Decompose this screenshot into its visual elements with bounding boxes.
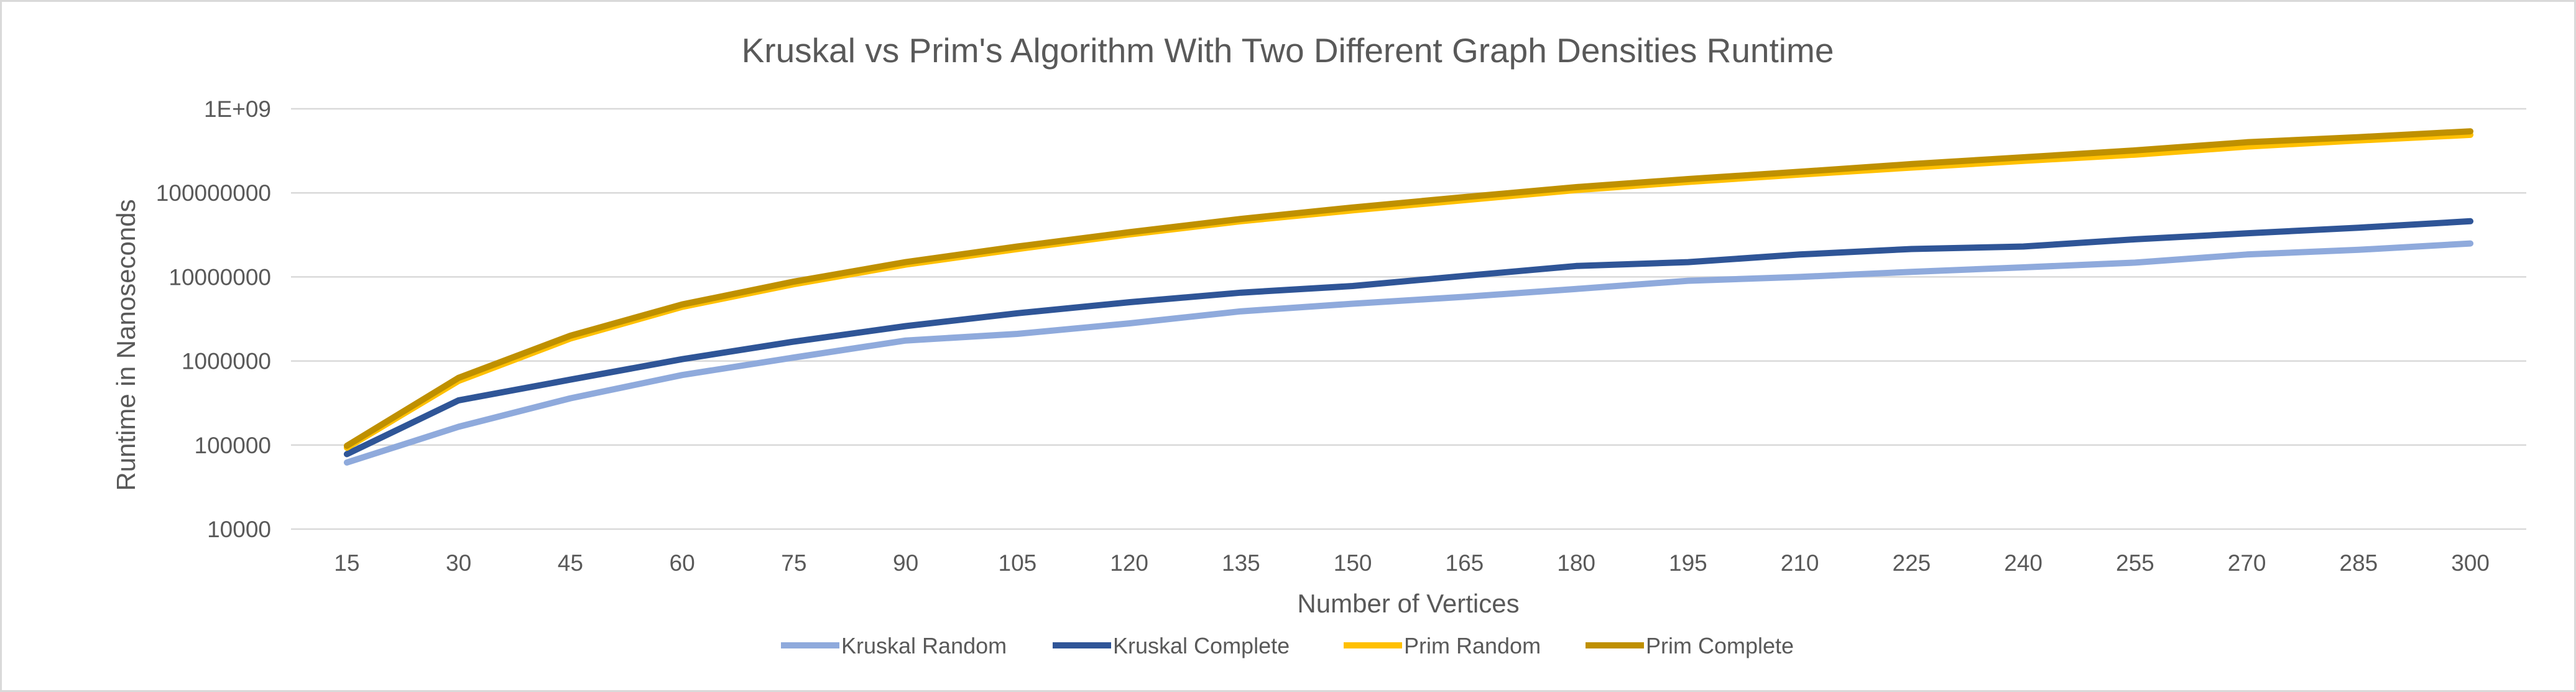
x-tick-label: 120 xyxy=(1110,550,1148,576)
x-tick-label: 15 xyxy=(334,550,359,576)
legend-item-prim-complete: Prim Complete xyxy=(1586,633,1794,658)
x-tick-label: 90 xyxy=(893,550,918,576)
y-tick-label: 10000 xyxy=(207,517,271,542)
x-tick-label: 195 xyxy=(1669,550,1707,576)
y-tick-label: 1E+09 xyxy=(204,96,271,122)
y-tick-label: 1000000 xyxy=(182,349,271,374)
y-axis-ticks: 10000 100000 1000000 10000000 100000000 1E+09 xyxy=(156,96,271,542)
legend-label: Prim Random xyxy=(1404,633,1541,658)
series-line-kruskal-complete xyxy=(343,218,2474,458)
x-tick-label: 165 xyxy=(1446,550,1484,576)
x-tick-label: 105 xyxy=(999,550,1037,576)
x-tick-label: 135 xyxy=(1222,550,1260,576)
y-tick-label: 100000000 xyxy=(156,180,271,206)
legend-item-kruskal-complete: Kruskal Complete xyxy=(1053,633,1290,658)
x-tick-label: 300 xyxy=(2451,550,2490,576)
series-line-kruskal-random xyxy=(343,240,2474,466)
legend-label: Kruskal Random xyxy=(841,633,1007,658)
x-tick-label: 30 xyxy=(446,550,471,576)
x-tick-label: 285 xyxy=(2340,550,2378,576)
x-axis-title: Number of Vertices xyxy=(1297,589,1519,618)
chart-title: Kruskal vs Prim's Algorithm With Two Dif… xyxy=(742,31,1834,70)
legend-label: Prim Complete xyxy=(1646,633,1794,658)
x-tick-label: 75 xyxy=(781,550,806,576)
legend-item-prim-random: Prim Random xyxy=(1344,633,1541,658)
legend-item-kruskal-random: Kruskal Random xyxy=(781,633,1007,658)
x-tick-label: 255 xyxy=(2116,550,2154,576)
series-line-prim-random xyxy=(343,131,2474,451)
y-axis-title: Runtime in Nanoseconds xyxy=(111,199,141,491)
x-tick-label: 150 xyxy=(1334,550,1372,576)
x-tick-label: 210 xyxy=(1781,550,1819,576)
x-axis-ticks: 15 30 45 60 75 90 105 120 135 150 165 180 195 210 225 2… xyxy=(334,550,2490,576)
legend-label: Kruskal Complete xyxy=(1113,633,1290,658)
series-lines xyxy=(343,128,2474,466)
x-tick-label: 270 xyxy=(2228,550,2266,576)
legend: Kruskal Random Kruskal Complete Prim Rando… xyxy=(781,633,1794,658)
x-tick-label: 60 xyxy=(670,550,695,576)
x-tick-label: 225 xyxy=(1893,550,1931,576)
x-tick-label: 180 xyxy=(1557,550,1595,576)
y-tick-label: 100000 xyxy=(195,433,271,458)
series-line-prim-complete xyxy=(343,128,2474,449)
x-tick-label: 45 xyxy=(558,550,583,576)
y-tick-label: 10000000 xyxy=(169,264,271,290)
x-tick-label: 240 xyxy=(2004,550,2043,576)
